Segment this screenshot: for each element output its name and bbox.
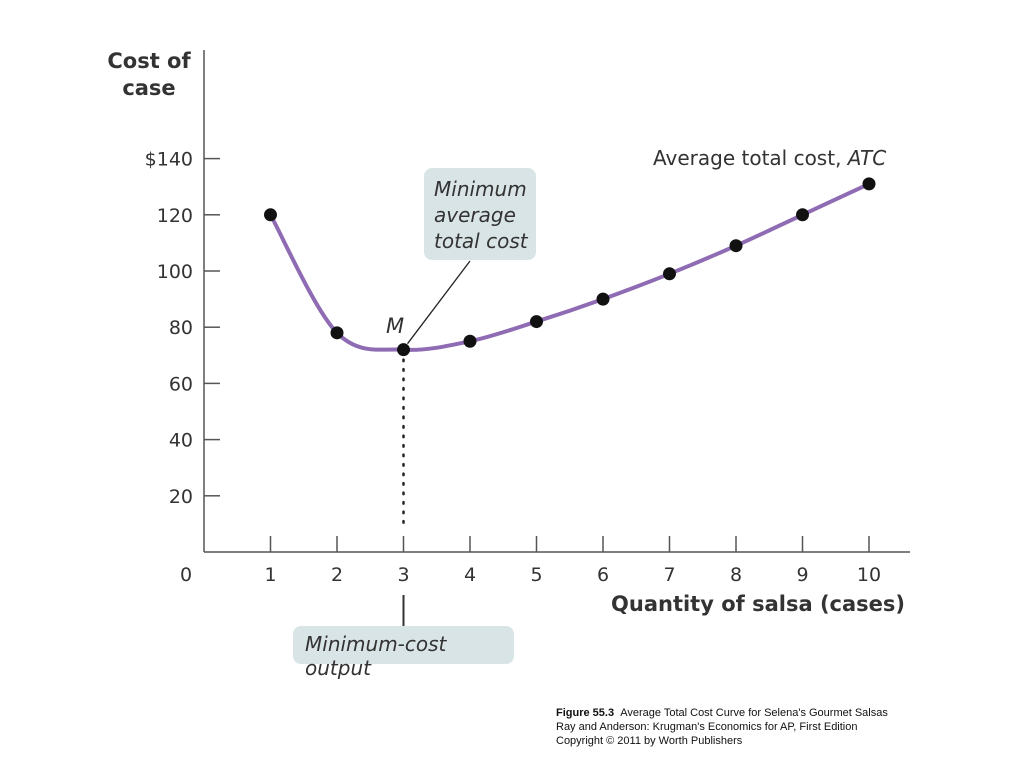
data-point (463, 334, 477, 348)
data-point-m (397, 343, 410, 357)
y-tick-label: 60 (169, 373, 193, 395)
atc-curve (268, 181, 871, 352)
data-point (729, 239, 743, 253)
x-tick-label: 1 (264, 564, 276, 586)
caption-source: Ray and Anderson: Krugman's Economics fo… (556, 721, 858, 733)
y-tick-label: 120 (157, 205, 193, 227)
x-axis-title: Quantity of salsa (cases) (611, 592, 905, 616)
guides (402, 260, 471, 626)
y-tick-label: 40 (169, 430, 193, 452)
y-tick-label: 20 (169, 486, 193, 508)
data-point (862, 177, 876, 191)
data-point (663, 267, 676, 281)
x-tick-label: 3 (397, 564, 409, 586)
min-atc-callout-line-1: Minimum (434, 177, 527, 201)
data-point (330, 326, 344, 340)
min-atc-callout: Minimum average total cost (424, 168, 536, 260)
min-atc-callout-line-2: average (434, 203, 516, 227)
caption-copyright: Copyright © 2011 by Worth Publishers (556, 735, 743, 747)
x-tick-label: 7 (663, 564, 675, 586)
data-point (596, 292, 610, 306)
min-atc-leader (406, 260, 471, 345)
x-tick-label: 4 (464, 564, 476, 586)
x-tick-label: 6 (597, 564, 609, 586)
series-label-abbrev: ATC (847, 146, 887, 170)
figure-caption: Figure 55.3 Average Total Cost Curve for… (556, 706, 888, 748)
caption-figure-id: Figure 55.3 (556, 707, 615, 719)
caption-title-line: Figure 55.3 Average Total Cost Curve for… (556, 706, 888, 720)
y-tick-label: $140 (145, 149, 193, 171)
series-label-text: Average total cost, (653, 146, 848, 170)
data-points (264, 177, 876, 357)
curve-layer (268, 181, 871, 352)
x-tick-label: 2 (331, 564, 343, 586)
min-atc-callout-line-3: total cost (434, 229, 528, 253)
data-point (796, 208, 809, 222)
data-point (264, 208, 277, 222)
origin-label: 0 (180, 564, 192, 586)
data-point (530, 315, 543, 329)
x-tick-label: 10 (857, 564, 881, 586)
x-tick-label: 9 (796, 564, 808, 586)
axes (203, 50, 910, 553)
y-tick-label: 100 (157, 261, 193, 283)
min-cost-output-callout: Minimum-cost output (293, 626, 514, 680)
series-label: Average total cost, ATC (653, 146, 886, 170)
point-m-label: M (386, 314, 405, 338)
y-tick-label: 80 (169, 317, 193, 339)
y-axis-title: Cost of case (107, 49, 191, 100)
caption-title: Average Total Cost Curve for Selena's Go… (620, 707, 888, 719)
x-tick-label: 8 (730, 564, 742, 586)
x-tick-label: 5 (530, 564, 542, 586)
